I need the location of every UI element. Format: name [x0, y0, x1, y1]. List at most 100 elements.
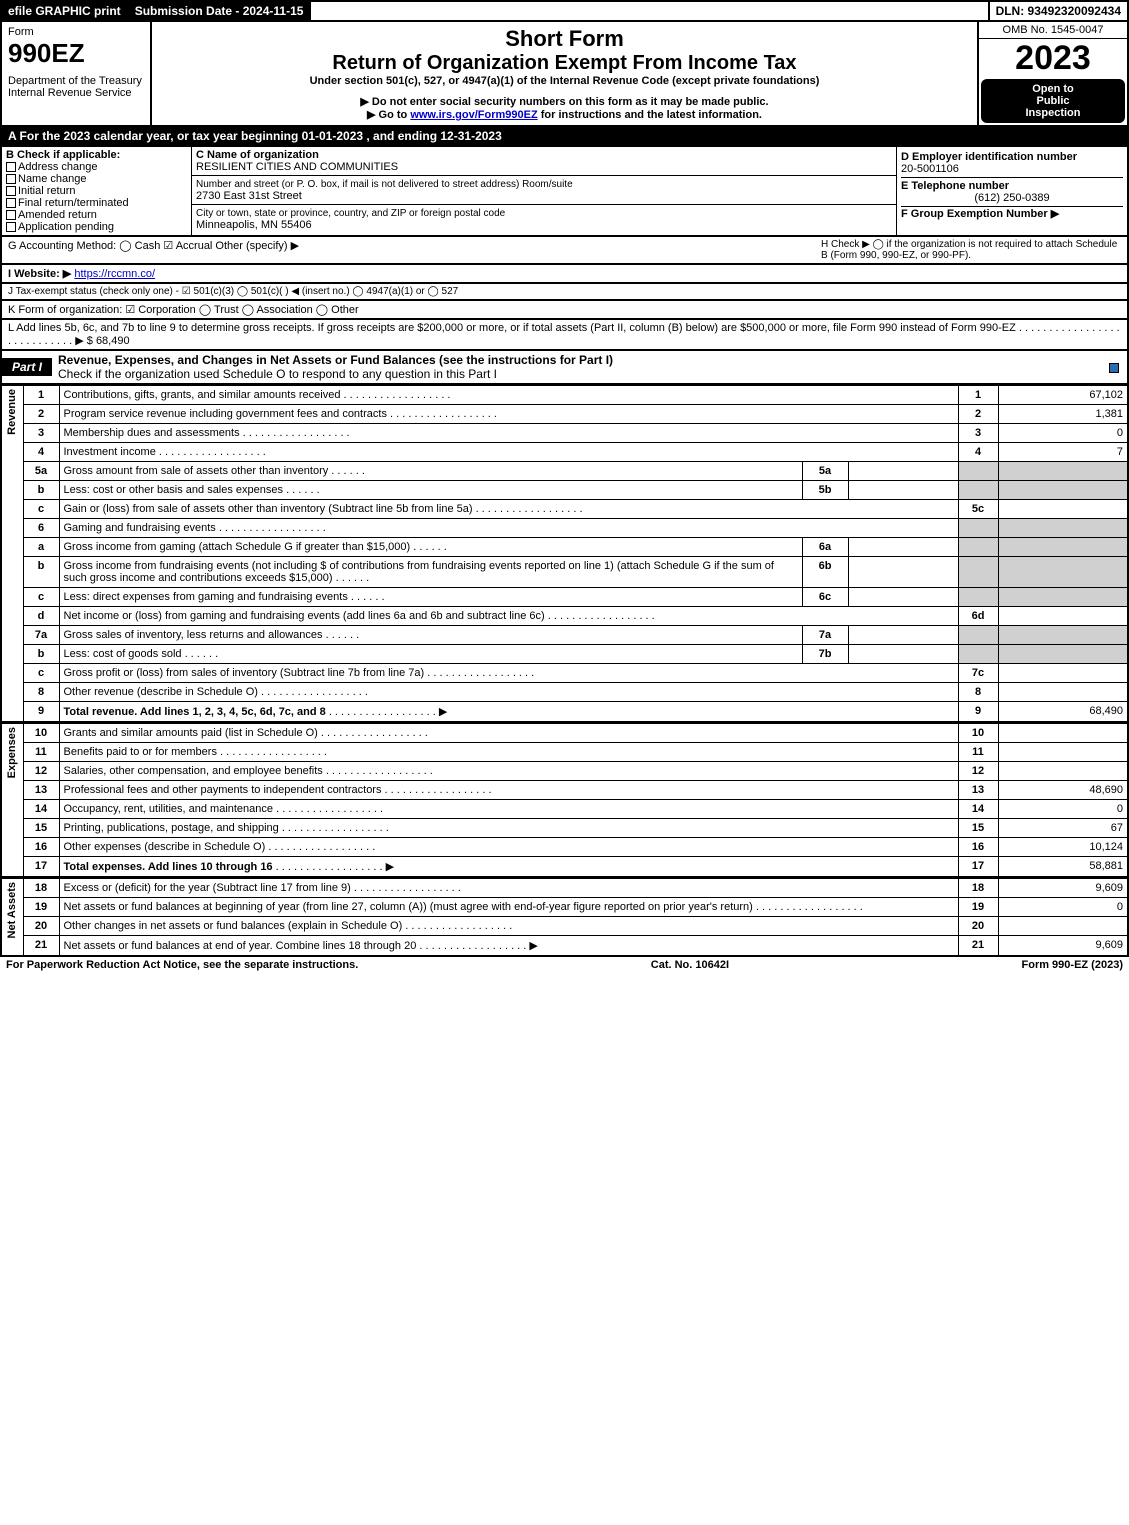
line-val: [998, 462, 1128, 481]
line-row: cGross profit or (loss) from sales of in…: [1, 664, 1128, 683]
line-no: 3: [23, 424, 59, 443]
line-no: 9: [23, 702, 59, 723]
line-no: 13: [23, 781, 59, 800]
line-no: 5a: [23, 462, 59, 481]
section-label: Revenue: [1, 386, 23, 723]
line-desc: Investment income . . . . . . . . . . . …: [59, 443, 958, 462]
line-desc: Less: direct expenses from gaming and fu…: [59, 588, 802, 607]
line-row: Net Assets18Excess or (deficit) for the …: [1, 879, 1128, 898]
line-val: 9,609: [998, 879, 1128, 898]
org-name: RESILIENT CITIES AND COMMUNITIES: [196, 161, 398, 173]
section-a: A For the 2023 calendar year, or tax yea…: [0, 127, 1129, 147]
line-row: 14Occupancy, rent, utilities, and mainte…: [1, 800, 1128, 819]
org-city: Minneapolis, MN 55406: [196, 219, 312, 231]
line-val: [998, 481, 1128, 500]
line-desc: Membership dues and assessments . . . . …: [59, 424, 958, 443]
line-desc: Gaming and fundraising events . . . . . …: [59, 519, 958, 538]
tel-value: (612) 250-0389: [901, 192, 1123, 204]
inner-no: 6a: [802, 538, 848, 557]
line-num: 8: [958, 683, 998, 702]
title-return: Return of Organization Exempt From Incom…: [158, 52, 971, 75]
line-row: 7aGross sales of inventory, less returns…: [1, 626, 1128, 645]
opt-address: Address change: [18, 161, 98, 173]
line-val: [998, 557, 1128, 588]
header-center: Short Form Return of Organization Exempt…: [152, 22, 977, 125]
line-row: bGross income from fundraising events (n…: [1, 557, 1128, 588]
inspect-3: Inspection: [1025, 107, 1080, 119]
line-val: [998, 664, 1128, 683]
footer-right: Form 990-EZ (2023): [1022, 959, 1123, 971]
line-num: 20: [958, 917, 998, 936]
c-name-row: C Name of organization RESILIENT CITIES …: [192, 147, 896, 176]
line-val: 67: [998, 819, 1128, 838]
cb-address-change[interactable]: [6, 162, 16, 172]
line-no: c: [23, 664, 59, 683]
c-addr-label: Number and street (or P. O. box, if mail…: [196, 179, 573, 190]
line-val: 1,381: [998, 405, 1128, 424]
line-val: 0: [998, 800, 1128, 819]
line-num: [958, 626, 998, 645]
line-row: 16Other expenses (describe in Schedule O…: [1, 838, 1128, 857]
irs-link[interactable]: www.irs.gov/Form990EZ: [410, 109, 537, 121]
line-num: 9: [958, 702, 998, 723]
c-name-label: C Name of organization: [196, 149, 319, 161]
line-row: 6Gaming and fundraising events . . . . .…: [1, 519, 1128, 538]
note-ssn: ▶ Do not enter social security numbers o…: [158, 95, 971, 108]
cb-name-change[interactable]: [6, 174, 16, 184]
line-val: 0: [998, 424, 1128, 443]
cb-initial[interactable]: [6, 186, 16, 196]
line-row: 17Total expenses. Add lines 10 through 1…: [1, 857, 1128, 878]
footer-left: For Paperwork Reduction Act Notice, see …: [6, 959, 358, 971]
line-no: b: [23, 645, 59, 664]
line-desc: Gross income from gaming (attach Schedul…: [59, 538, 802, 557]
line-val: [998, 917, 1128, 936]
ein-label: D Employer identification number: [901, 151, 1077, 163]
line-no: 21: [23, 936, 59, 957]
inner-no: 5a: [802, 462, 848, 481]
opt-initial: Initial return: [18, 185, 75, 197]
open-to-public: Open to Public Inspection: [981, 79, 1125, 123]
line-row: Expenses10Grants and similar amounts pai…: [1, 724, 1128, 743]
dln-label: DLN: 93492320092434: [988, 2, 1127, 20]
line-num: 19: [958, 898, 998, 917]
line-num: 10: [958, 724, 998, 743]
website-link[interactable]: https://rccmn.co/: [74, 268, 155, 280]
line-num: 16: [958, 838, 998, 857]
line-row: bLess: cost of goods sold . . . . . .7b: [1, 645, 1128, 664]
note-link: ▶ Go to www.irs.gov/Form990EZ for instru…: [158, 108, 971, 121]
cb-amended[interactable]: [6, 210, 16, 220]
line-i: I Website: ▶ https://rccmn.co/: [0, 265, 1129, 284]
line-no: c: [23, 588, 59, 607]
line-no: 4: [23, 443, 59, 462]
inner-no: 6b: [802, 557, 848, 588]
cb-final[interactable]: [6, 198, 16, 208]
line-row: Revenue1Contributions, gifts, grants, an…: [1, 386, 1128, 405]
line-desc: Less: cost of goods sold . . . . . .: [59, 645, 802, 664]
part-i-label: Part I: [2, 358, 52, 376]
part-i-checkbox[interactable]: [1103, 358, 1127, 376]
line-desc: Total revenue. Add lines 1, 2, 3, 4, 5c,…: [59, 702, 958, 723]
line-desc: Contributions, gifts, grants, and simila…: [59, 386, 958, 405]
line-desc: Total expenses. Add lines 10 through 16 …: [59, 857, 958, 878]
line-desc: Salaries, other compensation, and employ…: [59, 762, 958, 781]
line-no: 2: [23, 405, 59, 424]
line-val: [998, 645, 1128, 664]
line-val: [998, 588, 1128, 607]
opt-name: Name change: [18, 173, 87, 185]
cb-pending[interactable]: [6, 222, 16, 232]
line-no: 15: [23, 819, 59, 838]
inner-val: [848, 557, 958, 588]
expenses-table: Expenses10Grants and similar amounts pai…: [0, 723, 1129, 878]
line-desc: Other changes in net assets or fund bala…: [59, 917, 958, 936]
line-no: a: [23, 538, 59, 557]
opt-final: Final return/terminated: [18, 197, 129, 209]
line-no: 7a: [23, 626, 59, 645]
l-amount: 68,490: [96, 335, 130, 347]
line-val: 10,124: [998, 838, 1128, 857]
inner-val: [848, 645, 958, 664]
header-right: OMB No. 1545-0047 2023 Open to Public In…: [977, 22, 1127, 125]
line-row: 5aGross amount from sale of assets other…: [1, 462, 1128, 481]
line-row: 21Net assets or fund balances at end of …: [1, 936, 1128, 957]
line-desc: Excess or (deficit) for the year (Subtra…: [59, 879, 958, 898]
line-row: 8Other revenue (describe in Schedule O) …: [1, 683, 1128, 702]
